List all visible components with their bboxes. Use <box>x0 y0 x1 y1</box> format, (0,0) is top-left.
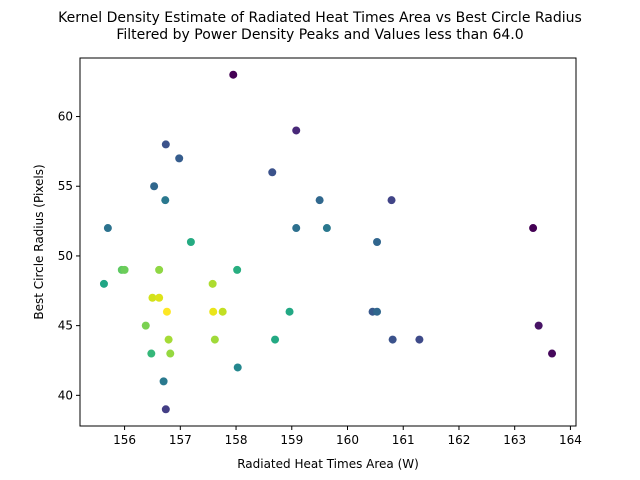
y-axis: 40 45 50 55 60 <box>58 110 80 402</box>
y-tick-label: 60 <box>58 110 73 124</box>
data-point <box>268 168 277 177</box>
data-point <box>292 126 301 135</box>
x-tick-label: 158 <box>225 433 248 447</box>
data-point <box>186 238 195 246</box>
data-point <box>141 321 150 330</box>
x-tick-label: 159 <box>280 433 303 447</box>
data-point <box>285 307 294 316</box>
plot-frame <box>79 57 577 427</box>
y-tick-label: 50 <box>58 249 73 263</box>
data-point <box>148 293 157 302</box>
data-point <box>388 335 397 344</box>
data-point <box>529 224 538 233</box>
y-axis-label: Best Circle Radius (Pixels) <box>32 164 46 319</box>
data-point <box>322 224 331 233</box>
data-point <box>233 265 242 274</box>
chart-title: Kernel Density Estimate of Radiated Heat… <box>58 10 582 26</box>
x-tick-label: 161 <box>392 433 415 447</box>
data-point <box>103 224 112 233</box>
x-tick-label: 157 <box>169 433 192 447</box>
data-point <box>209 307 218 316</box>
y-tick-label: 40 <box>58 388 73 402</box>
data-point <box>534 321 543 330</box>
data-point <box>147 349 156 358</box>
data-point <box>373 238 382 246</box>
plot-area <box>99 70 557 414</box>
data-point <box>166 349 175 358</box>
data-point <box>161 140 170 149</box>
data-point <box>229 70 238 79</box>
data-point <box>387 196 396 205</box>
chart-subtitle: Filtered by Power Density Peaks and Valu… <box>116 27 523 43</box>
x-axis: 156 157 158 159 160 161 162 163 164 <box>113 426 582 447</box>
data-point <box>292 224 301 233</box>
data-point <box>548 349 557 358</box>
data-point <box>155 293 164 302</box>
x-tick-label: 156 <box>113 433 136 447</box>
data-point <box>162 307 171 316</box>
y-tick-label: 55 <box>58 179 73 193</box>
y-tick-label: 45 <box>58 319 73 333</box>
data-point <box>159 377 168 386</box>
data-point <box>208 279 217 288</box>
data-point <box>164 335 173 344</box>
data-point <box>175 154 184 163</box>
data-point <box>155 265 164 274</box>
data-point <box>233 363 242 372</box>
x-axis-label: Radiated Heat Times Area (W) <box>237 457 419 471</box>
data-point <box>271 335 280 344</box>
data-point <box>415 335 424 344</box>
x-tick-label: 162 <box>448 433 471 447</box>
data-point <box>373 307 382 316</box>
data-point <box>150 182 159 191</box>
x-tick-label: 163 <box>503 433 526 447</box>
data-point <box>210 335 219 344</box>
x-tick-label: 160 <box>336 433 359 447</box>
data-point <box>218 307 227 316</box>
data-point <box>120 265 129 274</box>
data-point <box>315 196 324 205</box>
data-point <box>99 279 108 288</box>
data-point <box>161 196 170 205</box>
data-point <box>161 405 170 414</box>
x-tick-label: 164 <box>559 433 582 447</box>
